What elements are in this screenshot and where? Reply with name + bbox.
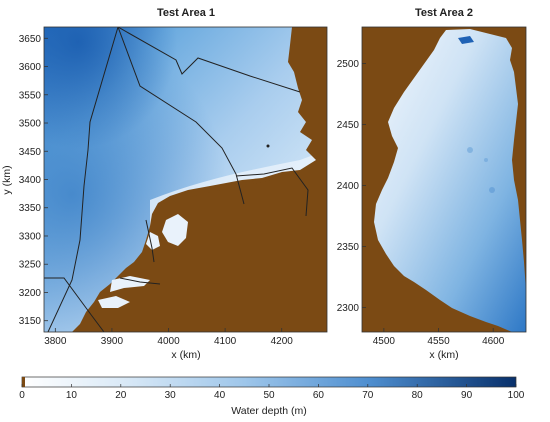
y-tick-label: 3250 (19, 260, 42, 271)
y-tick-label: 3350 (19, 203, 42, 214)
x-axis-ticks: 3800 3900 4000 4100 4200 (44, 328, 293, 347)
panel-title: Test Area 1 (157, 7, 215, 19)
x-axis-ticks: 4500 4550 4600 (373, 328, 505, 347)
y-tick-label: 3300 (19, 231, 42, 242)
colorbar-tick-label: 60 (313, 390, 325, 401)
x-tick-label: 4600 (482, 336, 505, 347)
y-tick-label: 3200 (19, 288, 42, 299)
colorbar-tick-label: 80 (412, 390, 424, 401)
y-tick-label: 3500 (19, 119, 42, 130)
x-tick-label: 4200 (271, 336, 294, 347)
sea-area (374, 29, 526, 332)
land-area (72, 27, 327, 332)
y-tick-label: 2300 (337, 303, 360, 314)
x-tick-label: 4550 (427, 336, 450, 347)
colorbar: 0 10 20 30 40 50 60 70 80 90 100 Water depth (m) (19, 376, 525, 417)
colorbar-ticks: 0 10 20 30 40 50 60 70 80 90 100 (19, 384, 525, 401)
y-tick-label: 3650 (19, 34, 42, 45)
map-panel-1: Test Area 1 (1, 7, 328, 361)
x-tick-label: 4500 (373, 336, 396, 347)
colorbar-label: Water depth (m) (231, 405, 306, 417)
colorbar-tick-label: 70 (362, 390, 374, 401)
y-tick-label: 3450 (19, 147, 42, 158)
colorbar-tick-label: 0 (19, 390, 25, 401)
x-tick-label: 3900 (101, 336, 124, 347)
x-tick-label: 4000 (157, 336, 180, 347)
colorbar-tick-label: 10 (66, 390, 78, 401)
colorbar-tick-label: 50 (263, 390, 275, 401)
map-panel-2: Test Area 2 4500 4550 4600 2300 2350 2400 245… (337, 7, 527, 361)
colorbar-tick-label: 100 (508, 390, 525, 401)
y-tick-label: 3150 (19, 316, 42, 327)
y-axis-label: y (km) (1, 165, 13, 194)
colorbar-tick-label: 90 (461, 390, 473, 401)
colorbar-tick-label: 40 (214, 390, 226, 401)
x-axis-label: x (km) (171, 349, 200, 361)
y-axis-ticks: 3150 3200 3250 3300 3350 3400 3450 3500 3550 3600… (19, 34, 48, 327)
colorbar-tick-label: 30 (165, 390, 177, 401)
colorbar-tick-label: 20 (115, 390, 127, 401)
y-tick-label: 2350 (337, 242, 360, 253)
y-tick-label: 3400 (19, 175, 42, 186)
x-tick-label: 3800 (44, 336, 67, 347)
x-axis-label: x (km) (429, 349, 458, 361)
y-tick-label: 2500 (337, 59, 360, 70)
x-tick-label: 4100 (214, 336, 237, 347)
y-tick-label: 3600 (19, 62, 42, 73)
y-tick-label: 2450 (337, 120, 360, 131)
y-tick-label: 2400 (337, 181, 360, 192)
y-tick-label: 3550 (19, 90, 42, 101)
y-axis-ticks: 2300 2350 2400 2450 2500 (337, 59, 366, 314)
panel-title: Test Area 2 (415, 7, 473, 19)
